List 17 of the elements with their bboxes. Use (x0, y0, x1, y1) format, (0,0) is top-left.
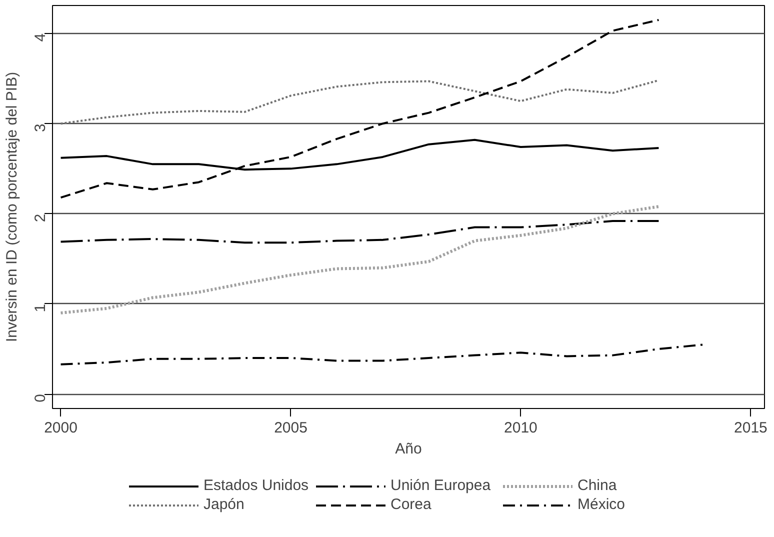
x-tick-label: 2000 (44, 420, 78, 436)
legend-label: Corea (390, 496, 432, 513)
legend-label: Estados Unidos (204, 477, 310, 494)
y-tick-label: 3 (32, 124, 49, 132)
x-tick-label: 2015 (734, 420, 768, 436)
x-tick-label: 2005 (274, 420, 308, 436)
y-tick-label: 4 (32, 33, 49, 42)
y-tick-label: 2 (32, 214, 49, 222)
legend-label: México (578, 496, 626, 513)
x-tick-label: 2010 (504, 420, 538, 436)
y-tick-label: 1 (32, 304, 49, 312)
y-tick-label: 0 (32, 394, 49, 402)
legend-label: Japón (204, 496, 246, 513)
y-axis-title: Inversin en ID (como porcentaje del PIB) (4, 72, 20, 342)
x-axis-title: Año (395, 440, 422, 458)
legend-label: China (578, 477, 618, 494)
legend-label: Unión Europea (390, 477, 492, 494)
